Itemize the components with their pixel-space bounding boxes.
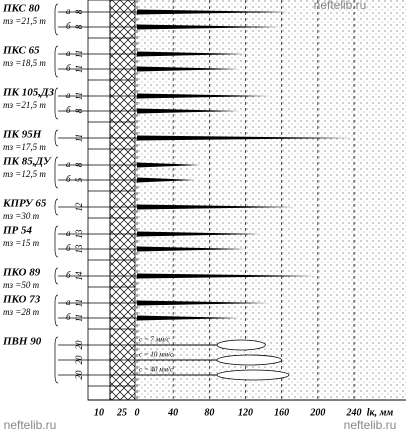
row-tag: а [66,228,71,238]
group-mass: mз =17,5 т [3,142,46,152]
spike [137,135,353,141]
group-name: ПКС 80 [2,3,40,15]
note: c = 7 мм/с [139,336,170,344]
column-label: 25 [116,407,127,418]
group-mass: mз =21,5 т [3,100,46,110]
spike [137,315,240,321]
note: c = 10 мм/с [139,351,174,359]
row-tag: б [66,63,71,73]
brace [54,3,59,36]
spike [216,339,266,351]
group-mass: mз =30 т [3,211,40,221]
spike [216,354,283,366]
group-mass: mз =18,5 т [3,58,46,68]
spike [137,93,270,99]
x-label: lк, мм [367,407,394,418]
watermark: neftelib.ru [314,0,367,12]
group-name: ПР 54 [2,225,33,237]
brace [54,294,59,327]
group-name: ПВН 90 [2,336,42,348]
x-tick-label: 80 [204,407,214,418]
group-name: ПК 95Н [2,129,42,141]
row-tag: б [66,105,71,115]
spike [137,231,260,237]
group-mass: mз =12,5 т [3,169,46,179]
group-name: ПК 85,ДУ [2,156,52,168]
column-2 [109,0,136,401]
group-name: КПРУ 65 [2,198,47,210]
group-name: ПК 105,ДЗ [2,87,55,99]
x-tick-label: 160 [274,407,289,418]
spike [137,162,201,168]
group-mass: mз =50 т [3,280,40,290]
note: c = 40 мм/с [139,366,174,374]
row-tag: а [66,159,71,169]
watermark: neftelib.ru [344,418,397,432]
column-1 [87,0,111,401]
group-name: ПКО 73 [2,294,41,306]
spike [137,300,270,306]
spike [137,177,195,183]
brace [54,45,59,78]
row-tag: б [66,174,71,184]
brace [54,129,59,147]
spike [137,246,246,252]
spike [216,369,290,381]
row-tag: а [66,48,71,58]
group-name: ПКО 89 [2,267,41,279]
stipple [137,0,406,400]
row-tag: б [66,312,71,322]
column-label: 10 [94,407,104,418]
row-tag: а [66,6,71,16]
spike [137,273,316,279]
spike [137,24,280,30]
spike [137,108,240,114]
spike [137,204,296,210]
brace [54,156,59,189]
row-tag: б [66,243,71,253]
x-tick-label: 200 [309,407,325,418]
x-tick-label: 120 [238,407,253,418]
brace [54,225,59,258]
spike [137,66,240,72]
x-tick-label: 0 [135,407,140,418]
brace [54,198,59,216]
brace [54,336,59,384]
x-tick-label: 40 [167,407,178,418]
spike [137,51,246,57]
brace [54,87,59,120]
group-mass: mз =21,5 т [3,16,46,26]
x-tick-label: 240 [346,407,362,418]
group-mass: mз =15 т [3,238,40,248]
row-tag: а [66,297,71,307]
row-tag: а [66,90,71,100]
spike [137,9,289,15]
row-tag: б [66,21,71,31]
group-mass: mз =28 т [3,307,40,317]
group-name: ПКС 65 [2,45,40,57]
watermark: neftelib.ru [4,418,57,432]
brace [54,267,59,285]
row-tag: б [66,270,71,280]
